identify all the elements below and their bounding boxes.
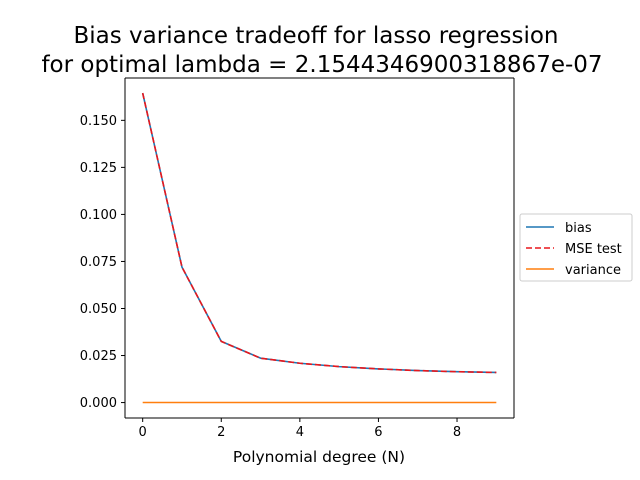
- legend-box: [519, 213, 633, 282]
- x-tick-label: 6: [374, 425, 382, 440]
- series-layer: [141, 92, 497, 404]
- x-tick-label: 2: [217, 425, 225, 440]
- y-tick-label: 0.025: [80, 349, 117, 364]
- legend-label-bias: bias: [565, 221, 592, 236]
- x-axis-ticks: 0 2 4 6 8: [139, 418, 461, 440]
- y-tick-label: 0.050: [80, 302, 117, 317]
- y-tick-label: 0.125: [80, 161, 117, 176]
- legend: bias MSE test variance: [519, 213, 633, 282]
- y-tick-label: 0.000: [80, 396, 117, 411]
- y-axis-ticks: 0.000 0.025 0.050 0.075 0.100 0.125 0.150: [80, 114, 125, 411]
- y-tick-label: 0.150: [80, 114, 117, 129]
- x-tick-label: 4: [296, 425, 304, 440]
- y-tick-label: 0.100: [80, 208, 117, 223]
- plot-frame: [124, 77, 515, 419]
- y-tick-label: 0.075: [80, 255, 117, 270]
- series-line-mse-test: [141, 92, 497, 374]
- legend-label-mse-test: MSE test: [565, 242, 622, 257]
- plot-area: [125, 78, 514, 418]
- legend-label-variance: variance: [565, 263, 621, 278]
- chart-title-line-1: Bias variance tradeoff for lasso regress…: [73, 23, 558, 49]
- chart-title-line-2: for optimal lambda = 2.1544346900318867e…: [41, 52, 602, 78]
- x-tick-label: 8: [453, 425, 461, 440]
- x-axis-label: Polynomial degree (N): [233, 448, 405, 466]
- x-tick-label: 0: [139, 425, 147, 440]
